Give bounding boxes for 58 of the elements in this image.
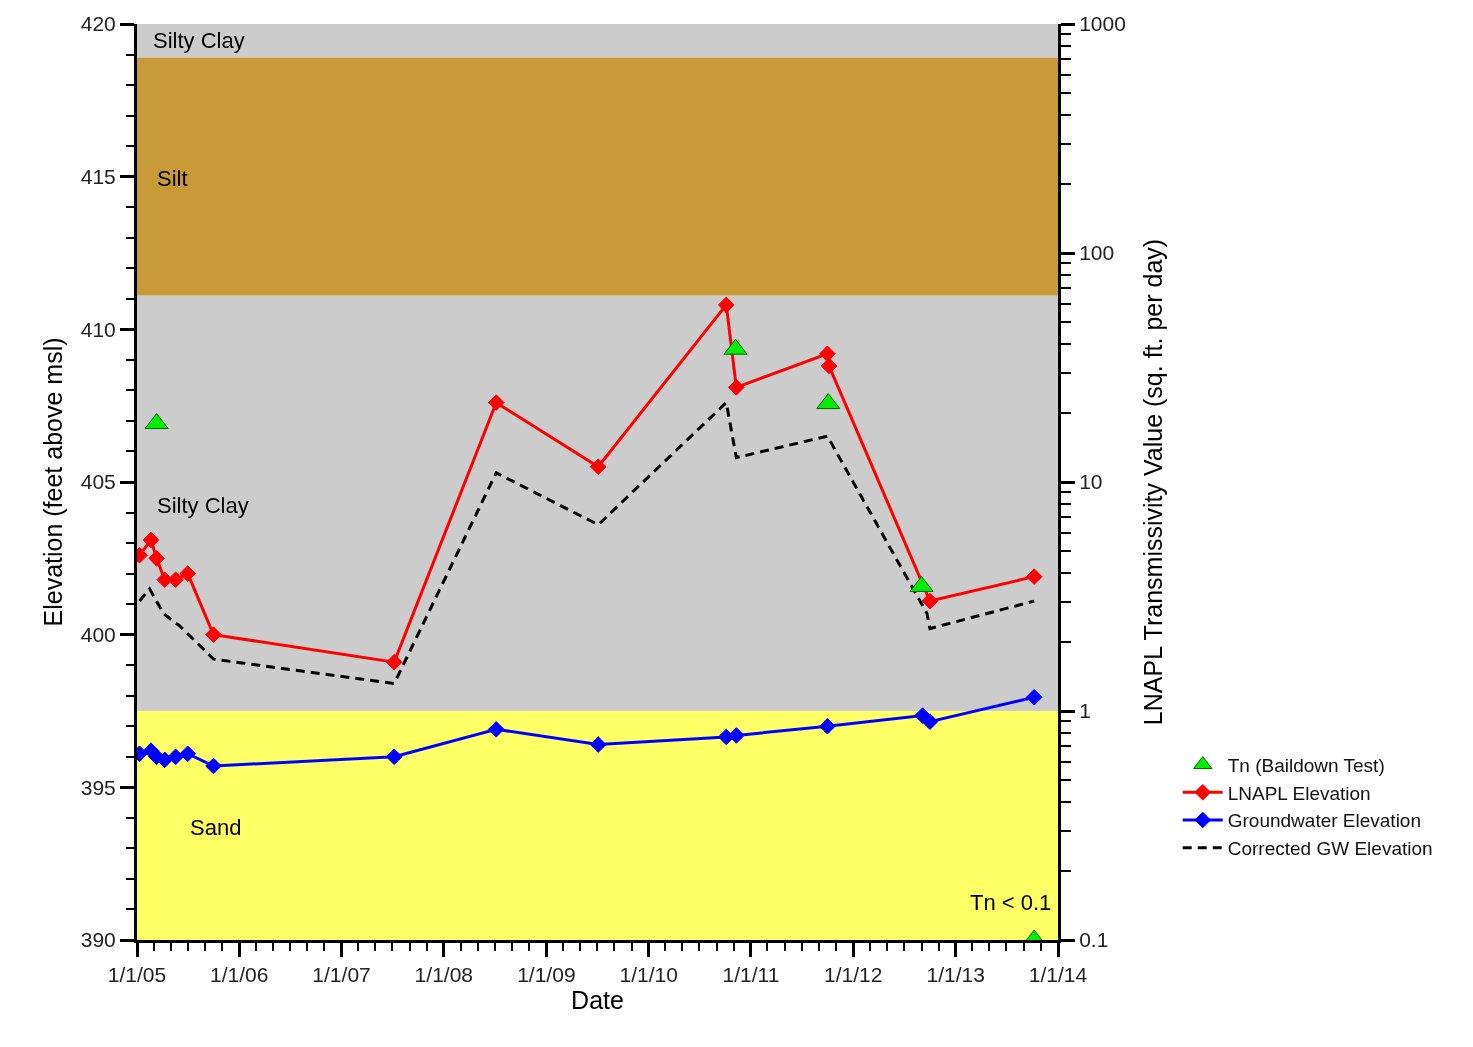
x-tick-label: 1/1/08 <box>414 963 474 987</box>
legend-label: Corrected GW Elevation <box>1227 838 1433 860</box>
point <box>142 531 160 549</box>
y-tick-label: 405 <box>80 470 116 494</box>
point <box>385 653 403 671</box>
y-axis-title: Elevation (feet above msl) <box>38 337 67 627</box>
point <box>819 345 836 363</box>
y-tick-label: 395 <box>80 775 116 799</box>
point <box>167 748 184 766</box>
x-axis-title: Date <box>571 986 624 1015</box>
annotation: Tn < 0.1 <box>970 890 1052 915</box>
band-label: Sand <box>190 815 242 840</box>
x-tick-label: 1/1/06 <box>210 963 269 987</box>
x-tick-label: 1/1/10 <box>619 963 678 987</box>
point <box>1025 688 1043 706</box>
line-series <box>138 401 1036 686</box>
point <box>589 736 607 753</box>
y2-tick-label: 0.1 <box>1079 928 1109 952</box>
band-label: Silty Clay <box>153 28 245 53</box>
point <box>179 565 197 582</box>
point <box>728 727 745 744</box>
point <box>179 745 197 763</box>
point <box>1025 568 1043 585</box>
band-label: Silt <box>157 166 188 191</box>
point <box>385 748 403 766</box>
point <box>148 550 165 567</box>
point <box>717 296 735 314</box>
point <box>921 713 939 730</box>
x-tick-label: 1/1/05 <box>107 963 167 987</box>
y-tick-label: 410 <box>80 317 116 341</box>
point <box>820 357 838 375</box>
y2-tick-label: 10 <box>1079 470 1103 494</box>
x-tick-label: 1/1/07 <box>312 963 371 987</box>
legend-label: Groundwater Elevation <box>1227 810 1422 832</box>
point <box>487 394 505 411</box>
y-tick-label: 390 <box>80 928 116 952</box>
x-tick-label: 1/1/14 <box>1028 963 1088 987</box>
y-tick-label: 400 <box>80 623 116 647</box>
x-tick-label: 1/1/11 <box>722 963 780 987</box>
x-tick-label: 1/1/12 <box>823 963 883 987</box>
point <box>589 458 607 476</box>
y-tick-label: 415 <box>80 165 116 189</box>
point <box>205 626 222 643</box>
point <box>487 721 505 738</box>
band-label: Silty Clay <box>157 493 249 518</box>
point <box>728 379 745 396</box>
legend-label: LNAPL Elevation <box>1227 782 1371 804</box>
point <box>921 592 939 610</box>
point <box>819 717 836 735</box>
y2-axis-title: LNAPL Transmissivity Value (sq. ft. per day) <box>1138 238 1167 726</box>
y2-tick-label: 1 <box>1079 699 1091 723</box>
x-tick-label: 1/1/09 <box>517 963 576 987</box>
y-tick-label: 420 <box>80 12 116 36</box>
y2-tick-label: 1000 <box>1079 12 1126 36</box>
point <box>205 757 222 775</box>
legend-label: Tn (Baildown Test) <box>1227 754 1385 776</box>
y2-tick-label: 100 <box>1079 241 1115 265</box>
x-tick-label: 1/1/13 <box>926 963 985 987</box>
